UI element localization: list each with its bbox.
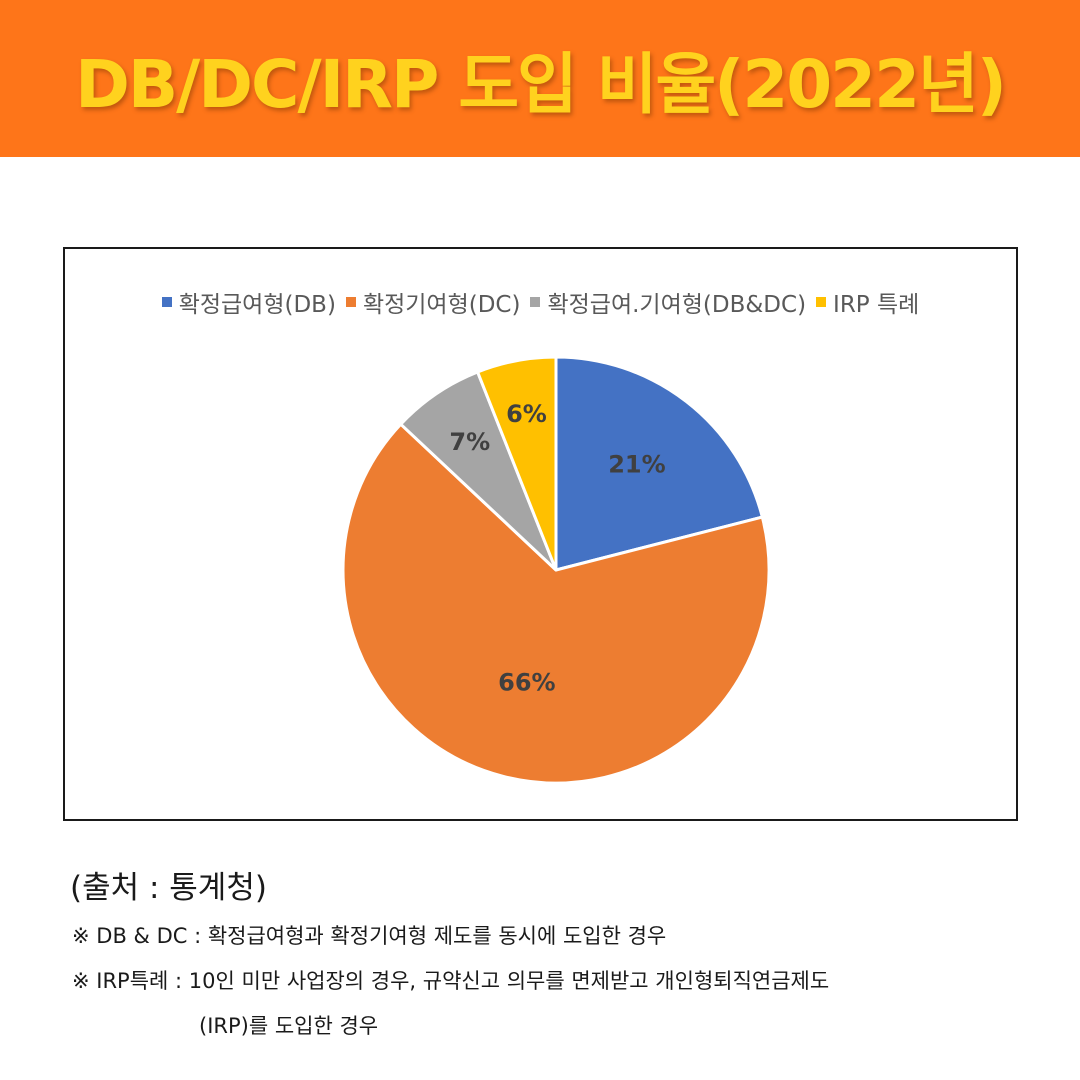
header-banner: DB/DC/IRP 도입 비율(2022년): [0, 0, 1080, 157]
legend-swatch-db: [161, 297, 172, 307]
data-label-dc: 66%: [498, 668, 555, 696]
footnote-db-dc: ※ DB & DC : 확정급여형과 확정기여형 제도를 동시에 도입한 경우: [72, 924, 667, 948]
legend-item-dc: 확정기여형(DC): [345, 285, 521, 319]
footnote-irp-continued: (IRP)를 도입한 경우: [199, 1014, 379, 1038]
legend-label-db-dc: 확정급여.기여형(DB&DC): [547, 292, 807, 318]
legend-item-db-dc: 확정급여.기여형(DB&DC): [530, 285, 806, 319]
legend-swatch-db-dc: [530, 297, 541, 307]
pie-chart: 21% 66% 7% 6%: [341, 355, 771, 785]
footnote-irp: ※ IRP특례 : 10인 미만 사업장의 경우, 규약신고 의무를 면제받고 …: [72, 969, 830, 993]
data-label-db-dc: 7%: [449, 428, 490, 456]
legend-label-irp: IRP 특례: [833, 292, 920, 318]
chart-frame: 확정급여형(DB) 확정기여형(DC) 확정급여.기여형(DB&DC) IRP …: [63, 247, 1018, 821]
pie-slice-irp: [476, 355, 558, 572]
legend-swatch-dc: [345, 297, 356, 307]
legend-swatch-irp: [816, 297, 827, 307]
chart-legend: 확정급여형(DB) 확정기여형(DC) 확정급여.기여형(DB&DC) IRP …: [65, 285, 1016, 319]
pie-slice-db: [554, 355, 764, 572]
legend-label-db: 확정급여형(DB): [178, 292, 336, 318]
data-label-db: 21%: [608, 451, 665, 479]
page-title: DB/DC/IRP 도입 비율(2022년): [75, 45, 1007, 123]
pie-slice-dc: [341, 422, 771, 785]
source-note: (출처 : 통계청): [70, 870, 267, 906]
legend-label-dc: 확정기여형(DC): [362, 292, 521, 318]
legend-item-irp: IRP 특례: [816, 285, 919, 319]
data-label-irp: 6%: [506, 400, 547, 428]
legend-item-db: 확정급여형(DB): [161, 285, 336, 319]
